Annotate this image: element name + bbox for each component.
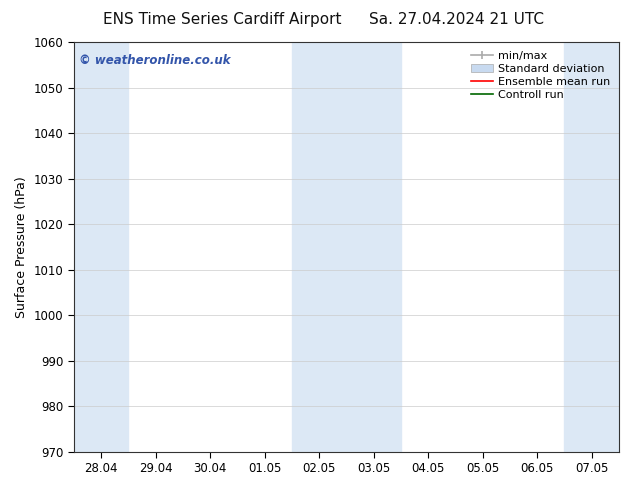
Text: © weatheronline.co.uk: © weatheronline.co.uk xyxy=(79,54,231,67)
Y-axis label: Surface Pressure (hPa): Surface Pressure (hPa) xyxy=(15,176,28,318)
Text: ENS Time Series Cardiff Airport: ENS Time Series Cardiff Airport xyxy=(103,12,341,27)
Bar xyxy=(564,42,619,452)
Bar xyxy=(74,42,128,452)
Bar xyxy=(292,42,401,452)
Text: Sa. 27.04.2024 21 UTC: Sa. 27.04.2024 21 UTC xyxy=(369,12,544,27)
Legend: min/max, Standard deviation, Ensemble mean run, Controll run: min/max, Standard deviation, Ensemble me… xyxy=(468,48,614,103)
